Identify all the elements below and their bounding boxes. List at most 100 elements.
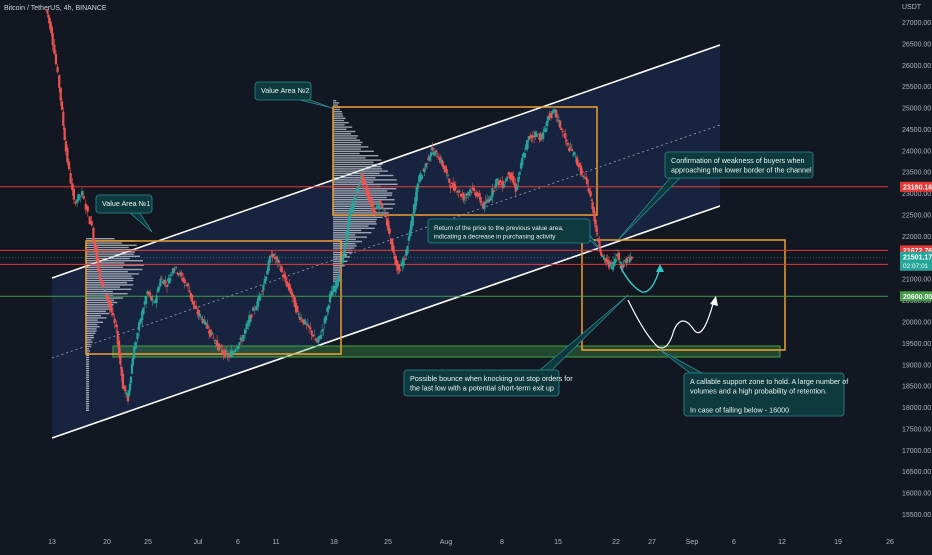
candle-body xyxy=(419,173,422,181)
candle-body xyxy=(46,9,49,14)
candle xyxy=(401,257,404,272)
candle xyxy=(258,292,261,302)
candle xyxy=(267,258,270,274)
candle xyxy=(354,193,358,204)
candle xyxy=(210,332,214,335)
note-confirmation[interactable]: Confirmation of weakness of buyers whena… xyxy=(617,151,814,241)
profile-bar xyxy=(86,321,104,323)
profile-bar xyxy=(333,163,383,166)
candle-body xyxy=(555,109,558,118)
candle-body xyxy=(264,276,268,281)
candle-body xyxy=(602,255,605,258)
candle-body xyxy=(572,154,575,156)
candle-body xyxy=(267,260,270,271)
candle-body xyxy=(139,318,142,324)
candle xyxy=(345,229,349,243)
support-zone[interactable] xyxy=(112,345,781,358)
candle-body xyxy=(389,238,393,245)
candle-body xyxy=(48,17,51,24)
profile-bar xyxy=(333,100,337,102)
profile-bar xyxy=(86,350,90,352)
value-area-2-box[interactable] xyxy=(332,106,598,216)
note-bounce[interactable]: Possible bounce when knocking out stop o… xyxy=(403,294,629,397)
candle-body xyxy=(93,241,97,250)
candle-body xyxy=(294,302,298,313)
candle-body xyxy=(180,272,183,277)
candle-body xyxy=(314,338,317,341)
scenario-projection-path[interactable] xyxy=(627,299,715,349)
candle-body xyxy=(496,178,499,181)
candle xyxy=(519,159,523,172)
candle-body xyxy=(53,44,56,54)
profile-bar xyxy=(333,199,395,201)
candle-body xyxy=(311,334,315,337)
note-bounce-box xyxy=(403,369,560,397)
candle xyxy=(465,193,468,202)
price-axis[interactable]: USDT 15500.00 16000.00 16500.00 17000.00 175… xyxy=(902,4,931,519)
candle xyxy=(360,169,363,185)
price-tick-19500: 19500.00 xyxy=(902,341,931,348)
candle-body xyxy=(591,201,594,210)
candle xyxy=(171,268,174,277)
candle xyxy=(146,289,149,297)
candle xyxy=(586,178,589,187)
candle xyxy=(335,278,338,294)
candle-body xyxy=(442,165,446,170)
profile-bar xyxy=(86,244,137,246)
candle xyxy=(268,254,272,264)
candle-body xyxy=(88,216,91,225)
candle-body xyxy=(488,199,491,201)
time-tick-11: 11 xyxy=(272,539,279,546)
candle-body xyxy=(107,296,110,302)
value-area-1-box[interactable] xyxy=(85,240,342,355)
time-tick-12: 12 xyxy=(778,539,786,546)
candle-body xyxy=(512,175,515,183)
candle xyxy=(178,269,182,278)
candle xyxy=(183,276,186,289)
candle xyxy=(538,132,541,143)
time-axis[interactable]: 13 20 25 Jul 6 11 18 25 Aug 8 15 22 27 Sep 6 12 19 26 xyxy=(0,532,932,550)
candle-body xyxy=(347,221,350,235)
profile-bar xyxy=(333,190,388,192)
profile-bar xyxy=(333,188,397,190)
bounce-projection-path[interactable] xyxy=(619,265,661,293)
candle xyxy=(218,343,221,352)
profile-bar xyxy=(333,262,342,265)
channel-upper-line[interactable] xyxy=(51,44,721,279)
profile-bar xyxy=(86,282,128,284)
candle-body xyxy=(82,196,85,199)
time-tick-22: 22 xyxy=(612,539,620,546)
candle-body xyxy=(505,177,508,182)
candle-body xyxy=(280,266,283,272)
note-value-area-1[interactable]: Value Area №1 xyxy=(95,194,153,233)
candle-body xyxy=(100,279,103,282)
candle xyxy=(348,207,351,227)
candle-body xyxy=(626,260,629,262)
price-tick-27000: 27000.00 xyxy=(902,20,931,27)
candle xyxy=(160,275,163,280)
candle-body xyxy=(69,172,72,184)
candle-body xyxy=(423,168,426,173)
candle-body xyxy=(357,186,360,193)
candle xyxy=(165,279,169,293)
profile-bar xyxy=(86,345,92,348)
candle-body xyxy=(372,207,376,214)
profile-bar xyxy=(333,157,366,159)
candle xyxy=(478,189,481,200)
profile-bar xyxy=(86,394,89,396)
note-return[interactable]: Return of the price to the previous valu… xyxy=(427,218,601,251)
candle-body xyxy=(622,265,625,267)
candle xyxy=(392,242,395,256)
note-support[interactable]: A callable support zone to hold. A large… xyxy=(659,349,848,417)
time-tick-Sep: Sep xyxy=(686,539,699,546)
candle-body xyxy=(606,259,609,260)
note-value-area-2[interactable]: Value Area №2 xyxy=(254,81,333,109)
channel-lower-line[interactable] xyxy=(51,205,721,439)
current-range-box[interactable] xyxy=(581,239,786,351)
candle xyxy=(190,294,194,305)
candle xyxy=(614,258,618,263)
candle-body xyxy=(225,351,228,352)
candle xyxy=(196,306,199,318)
candle xyxy=(272,253,275,257)
candle xyxy=(572,150,575,158)
